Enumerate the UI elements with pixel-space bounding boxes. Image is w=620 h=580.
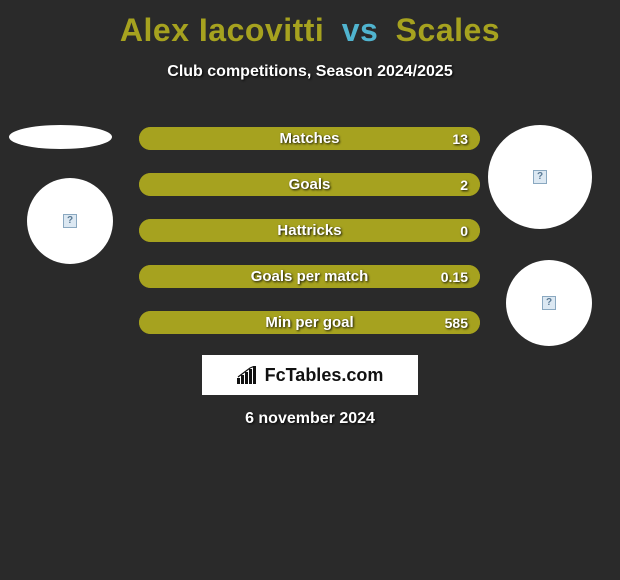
decor-circle: ? — [506, 260, 592, 346]
brand-box: FcTables.com — [202, 355, 418, 395]
bar-chart-icon — [237, 366, 259, 384]
comparison-title: Alex Iacovitti vs Scales — [0, 0, 620, 49]
subtitle: Club competitions, Season 2024/2025 — [0, 63, 620, 81]
stat-value: 13 — [452, 131, 468, 147]
decor-ellipse — [9, 125, 112, 149]
image-placeholder-icon: ? — [533, 170, 547, 184]
date-text: 6 november 2024 — [0, 410, 620, 428]
brand-text: FcTables.com — [265, 365, 384, 386]
vs-text: vs — [334, 12, 387, 48]
stat-label: Goals — [139, 176, 480, 193]
image-placeholder-icon: ? — [63, 214, 77, 228]
stat-label: Matches — [139, 130, 480, 147]
stat-row: Min per goal585 — [139, 311, 480, 334]
stat-row: Hattricks0 — [139, 219, 480, 242]
stat-value: 0.15 — [441, 269, 468, 285]
stat-label: Min per goal — [139, 314, 480, 331]
stat-row: Goals per match0.15 — [139, 265, 480, 288]
stat-label: Hattricks — [139, 222, 480, 239]
player2-name: Scales — [396, 12, 500, 48]
stat-row: Goals2 — [139, 173, 480, 196]
image-placeholder-icon: ? — [542, 296, 556, 310]
stat-row: Matches13 — [139, 127, 480, 150]
stat-value: 585 — [445, 315, 468, 331]
stats-bars: Matches13 Goals2 Hattricks0 Goals per match… — [139, 127, 480, 357]
player1-name: Alex Iacovitti — [120, 12, 324, 48]
decor-circle: ? — [488, 125, 592, 229]
stat-value: 2 — [460, 177, 468, 193]
decor-circle: ? — [27, 178, 113, 264]
stat-label: Goals per match — [139, 268, 480, 285]
stat-value: 0 — [460, 223, 468, 239]
